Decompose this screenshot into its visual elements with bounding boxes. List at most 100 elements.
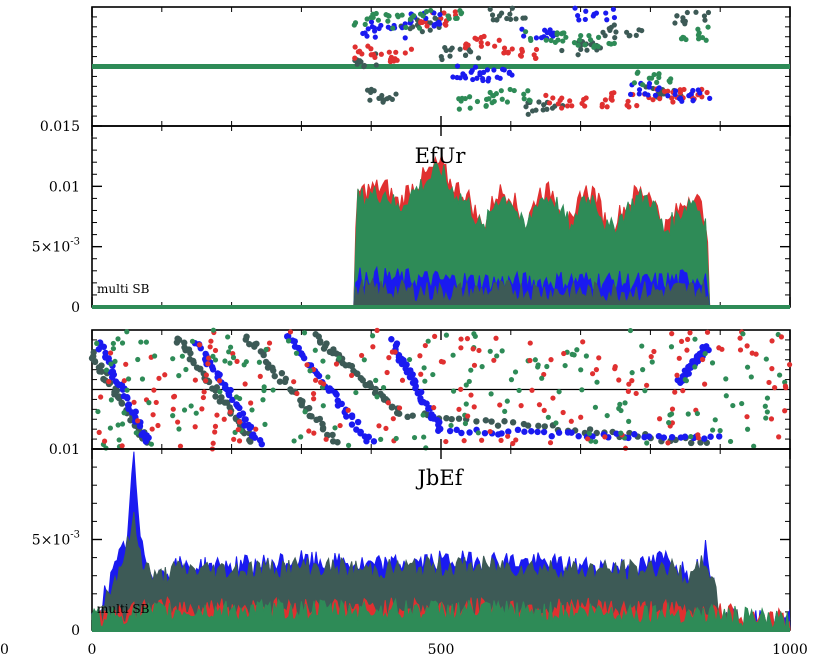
phase-point xyxy=(611,40,617,46)
phase-point xyxy=(544,106,550,112)
phase-point xyxy=(291,438,297,444)
phase-point xyxy=(162,372,168,378)
phase-point xyxy=(645,433,653,440)
phase-point xyxy=(94,340,100,346)
phase-point xyxy=(372,54,378,60)
phase-point xyxy=(236,419,243,425)
phase-point xyxy=(427,20,434,26)
phase-point xyxy=(150,412,156,418)
phase-point xyxy=(153,399,159,406)
phase-point xyxy=(678,338,685,345)
phase-point xyxy=(593,10,600,16)
phase-point xyxy=(318,379,324,385)
phase-point xyxy=(390,25,396,31)
phase-point xyxy=(527,35,534,42)
phase-point xyxy=(450,388,457,394)
phase-point xyxy=(374,327,380,333)
annotation-multi-sb: multi SB xyxy=(97,282,150,296)
phase-point xyxy=(388,336,395,343)
phase-point xyxy=(521,33,527,39)
phase-point xyxy=(473,418,480,425)
phase-point xyxy=(782,408,788,414)
phase-point xyxy=(406,356,413,363)
phase-point xyxy=(410,24,416,30)
phase-point xyxy=(529,108,536,114)
phase-point xyxy=(739,400,745,407)
phase-point xyxy=(778,334,785,340)
phase-point xyxy=(365,43,371,49)
phase-point xyxy=(544,363,550,370)
phase-point xyxy=(602,434,608,440)
phase-point xyxy=(431,23,437,29)
panel-jbef-phase xyxy=(88,327,793,452)
phase-point xyxy=(578,46,584,53)
phase-point xyxy=(509,5,515,11)
phase-point xyxy=(193,410,199,416)
phase-point xyxy=(425,338,431,344)
phase-point xyxy=(762,403,768,409)
phase-point xyxy=(547,440,554,446)
phase-point xyxy=(332,425,338,431)
phase-point xyxy=(644,440,650,446)
phase-point xyxy=(385,400,391,406)
phase-point xyxy=(499,96,505,102)
phase-point xyxy=(466,429,473,436)
phase-point xyxy=(591,44,597,50)
phase-point xyxy=(695,87,701,93)
phase-point xyxy=(579,100,585,107)
phase-point xyxy=(594,379,600,385)
phase-point xyxy=(634,103,640,109)
phase-point xyxy=(95,408,101,415)
phase-point xyxy=(672,91,678,98)
phase-point xyxy=(504,398,510,404)
phase-point xyxy=(559,105,565,111)
phase-point xyxy=(460,71,466,77)
phase-point xyxy=(485,41,491,47)
phase-point xyxy=(519,26,525,32)
phase-point xyxy=(527,340,533,346)
phase-point xyxy=(554,30,560,36)
phase-point xyxy=(479,364,485,370)
phase-point xyxy=(582,16,588,23)
phase-point xyxy=(246,425,253,432)
phase-point xyxy=(487,89,493,96)
phase-point xyxy=(386,95,393,101)
phase-point xyxy=(512,369,519,375)
phase-point xyxy=(319,424,327,432)
phase-point xyxy=(115,336,121,342)
phase-point xyxy=(420,412,426,418)
phase-point xyxy=(646,80,653,87)
phase-point xyxy=(201,389,207,395)
phase-point xyxy=(293,350,300,356)
phase-point xyxy=(712,417,718,423)
phase-point xyxy=(291,379,297,385)
phase-point xyxy=(210,353,216,359)
phase-point xyxy=(107,350,114,356)
phase-point xyxy=(528,428,535,435)
phase-point xyxy=(669,406,676,412)
phase-point xyxy=(142,438,150,445)
phase-point xyxy=(364,33,370,39)
phase-point xyxy=(482,417,490,424)
phase-point xyxy=(385,12,391,19)
phase-point xyxy=(183,366,189,373)
phase-point xyxy=(685,411,691,417)
phase-point xyxy=(483,103,489,109)
phase-point xyxy=(700,356,706,363)
phase-point xyxy=(682,18,688,24)
phase-point xyxy=(701,435,708,442)
phase-point xyxy=(188,403,194,409)
phase-point xyxy=(666,78,672,84)
phase-point xyxy=(203,378,209,384)
phase-point xyxy=(550,95,556,101)
phase-point xyxy=(635,69,641,75)
phase-point xyxy=(422,378,428,384)
phase-point xyxy=(478,43,485,49)
phase-point xyxy=(393,91,399,97)
phase-point xyxy=(578,414,584,420)
phase-point xyxy=(239,410,247,417)
phase-point xyxy=(487,348,493,354)
phase-point xyxy=(599,104,605,110)
phase-point xyxy=(463,401,469,407)
phase-point xyxy=(465,413,471,419)
